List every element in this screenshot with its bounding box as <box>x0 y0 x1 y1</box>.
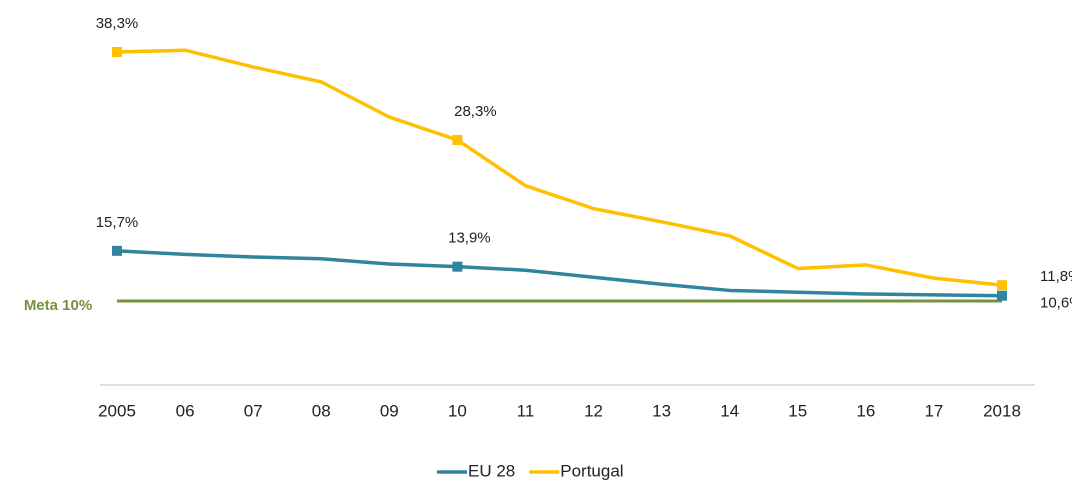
legend-label: Portugal <box>560 461 623 480</box>
legend-label: EU 28 <box>468 461 515 480</box>
data-label: 15,7% <box>96 214 139 231</box>
x-tick-label: 13 <box>652 401 671 420</box>
data-label: 10,6% <box>1040 295 1072 312</box>
point-marker <box>112 46 122 57</box>
point-marker <box>997 280 1007 291</box>
x-tick-label: 08 <box>312 401 331 420</box>
x-tick-label: 10 <box>448 401 467 420</box>
x-tick-label: 12 <box>584 401 603 420</box>
data-label: 11,8% <box>1040 268 1072 285</box>
x-tick-label: 06 <box>176 401 195 420</box>
x-tick-label: 16 <box>856 401 875 420</box>
x-tick-label: 07 <box>244 401 263 420</box>
x-tick-label: 09 <box>380 401 399 420</box>
point-marker <box>112 245 122 256</box>
x-tick-label: 2005 <box>98 401 136 420</box>
x-tick-label: 14 <box>720 401 739 420</box>
x-tick-label: 17 <box>924 401 943 420</box>
data-label: 38,3% <box>96 15 139 32</box>
data-label: 28,3% <box>454 103 497 120</box>
series-line <box>116 249 1003 298</box>
point-marker <box>452 134 463 145</box>
point-marker <box>452 261 463 272</box>
x-tick-label: 11 <box>517 401 535 420</box>
target-label: Meta 10% <box>24 297 92 314</box>
x-tick-label: 15 <box>788 401 807 420</box>
x-tick-label: 2018 <box>983 401 1021 420</box>
data-label: 13,9% <box>448 230 491 247</box>
series-line <box>116 48 1003 287</box>
point-marker <box>997 290 1007 301</box>
